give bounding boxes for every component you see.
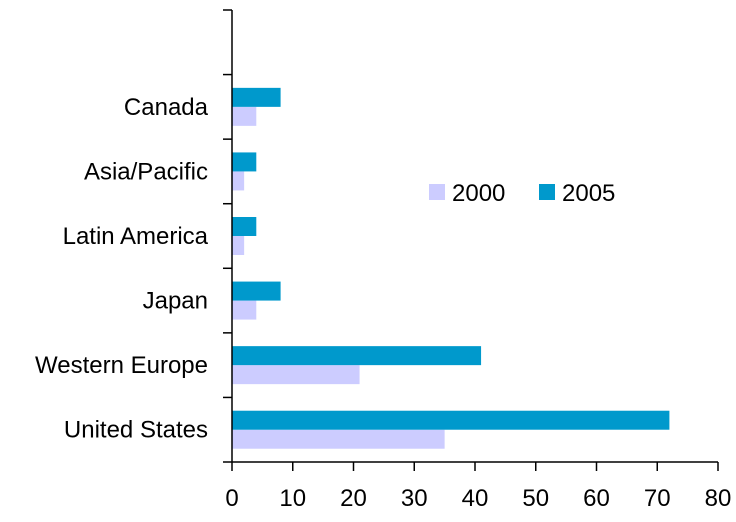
x-tick-label: 60 <box>583 485 610 512</box>
category-label: Latin America <box>63 223 209 250</box>
bar-2000-japan <box>232 300 257 320</box>
category-label: Canada <box>124 94 209 121</box>
bar-2000-western-europe <box>232 365 360 385</box>
bar-2005-asia-pacific <box>232 152 257 172</box>
x-tick-label: 10 <box>279 485 306 512</box>
axes-layer <box>231 10 718 463</box>
legend-swatch-2000 <box>429 184 445 200</box>
bar-2000-united-states <box>232 429 445 449</box>
bar-2005-canada <box>232 87 281 107</box>
bar-2000-latin-america <box>232 236 245 255</box>
bar-2005-western-europe <box>232 346 482 366</box>
legend-label-2000: 2000 <box>452 180 505 207</box>
bar-2005-japan <box>232 281 281 301</box>
x-tick-label: 30 <box>401 485 428 512</box>
x-tick-label: 80 <box>705 485 732 512</box>
bar-2000-asia-pacific <box>232 171 245 191</box>
bar-2005-united-states <box>232 410 670 430</box>
category-label: Asia/Pacific <box>84 158 208 185</box>
category-label: United States <box>64 417 208 444</box>
labels-layer: 0 10 20 30 40 50 60 70 80 United States Western Eu… <box>35 94 731 512</box>
x-tick-label: 70 <box>644 485 671 512</box>
x-tick-label: 40 <box>462 485 489 512</box>
bar-2005-latin-america <box>232 217 257 236</box>
x-tick-label: 20 <box>340 485 367 512</box>
bars-layer <box>232 87 670 449</box>
category-label: Western Europe <box>35 352 208 379</box>
legend-label-2005: 2005 <box>562 180 615 207</box>
legend-swatch-2005 <box>539 184 555 200</box>
category-label: Japan <box>143 288 208 315</box>
x-tick-label: 0 <box>225 485 238 512</box>
legend: 2000 2005 <box>429 180 615 207</box>
ticks-layer <box>223 9 719 471</box>
bar-2000-canada <box>232 106 257 126</box>
x-tick-label: 50 <box>522 485 549 512</box>
